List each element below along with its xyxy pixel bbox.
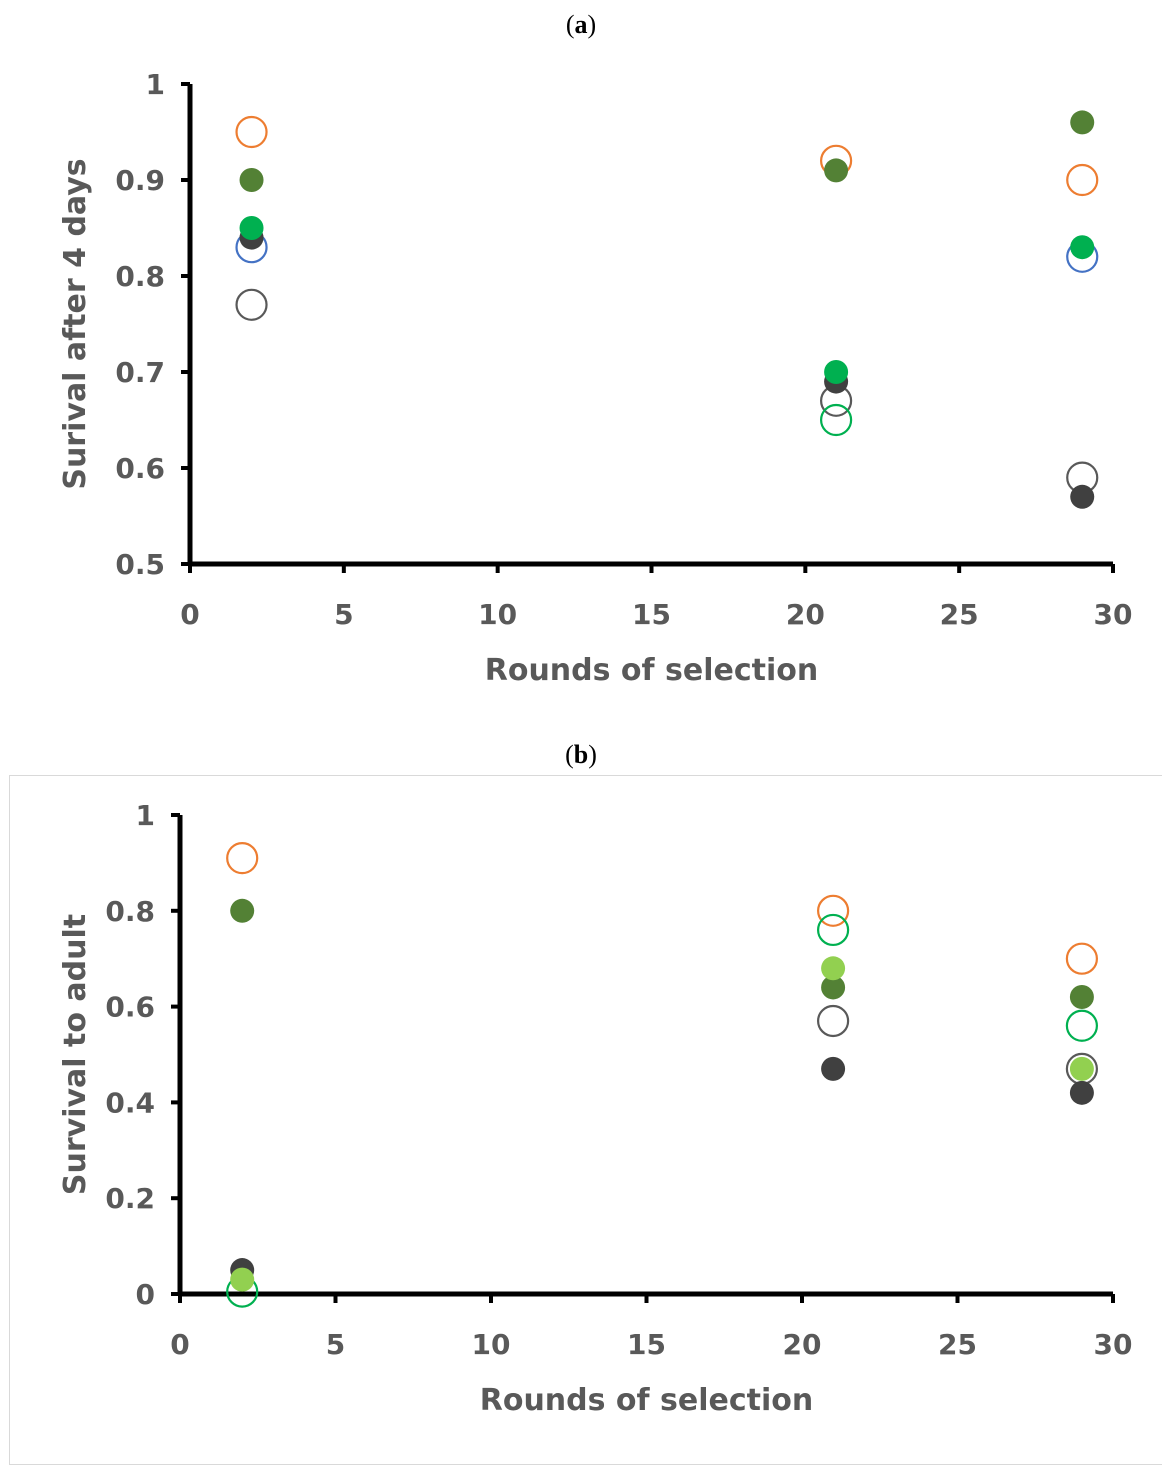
data-point-filled [1069, 1056, 1094, 1081]
data-point-hollow [816, 894, 850, 927]
x-tick-label: 20 [786, 598, 825, 631]
data-point-hollow [226, 842, 259, 875]
y-axis-title: Surival after 4 days [58, 158, 93, 489]
x-tick-label: 15 [627, 1328, 666, 1361]
y-tick-label: 0 [136, 1278, 155, 1311]
x-tick-label: 10 [472, 1328, 511, 1361]
data-point-filled [1070, 110, 1095, 135]
x-tick-label: 0 [170, 1328, 189, 1361]
x-tick-label: 25 [938, 1328, 977, 1361]
data-point-filled [821, 956, 846, 981]
data-point-hollow [1065, 1009, 1099, 1042]
data-point-hollow [819, 403, 853, 437]
y-tick-label: 0.6 [105, 991, 155, 1024]
data-point-filled [1070, 484, 1095, 509]
panel-b-label: (b) [0, 740, 1162, 770]
panel-b-label-open: ( [565, 740, 574, 769]
x-tick-label: 10 [478, 598, 517, 631]
y-tick-label: 0.8 [115, 260, 165, 293]
x-tick-label: 30 [1094, 598, 1133, 631]
data-point-filled [821, 1056, 846, 1081]
data-point-filled [1070, 235, 1095, 260]
panel-a-label-close: ) [587, 10, 597, 39]
data-point-filled [821, 975, 846, 1000]
panel-a-label-open: ( [565, 10, 575, 39]
y-tick-label: 0.5 [115, 548, 165, 581]
y-tick-label: 0.2 [105, 1182, 155, 1215]
y-tick-label: 0.9 [115, 164, 165, 197]
panel-b-label-letter: b [573, 740, 589, 769]
x-tick-label: 30 [1094, 1328, 1133, 1361]
x-tick-label: 15 [632, 598, 671, 631]
x-tick-label: 20 [783, 1328, 822, 1361]
data-point-hollow [1065, 942, 1099, 975]
data-point-filled [824, 360, 849, 384]
y-tick-label: 0.4 [105, 1086, 155, 1119]
x-tick-label: 25 [940, 598, 979, 631]
y-axis-title: Survival to adult [58, 914, 93, 1195]
data-point-filled [824, 158, 849, 183]
x-axis-title: Rounds of selection [485, 653, 819, 688]
data-point-filled [230, 898, 255, 923]
x-tick-label: 0 [180, 598, 199, 631]
data-point-filled [239, 216, 264, 240]
data-point-hollow [235, 288, 268, 321]
x-axis-title: Rounds of selection [480, 1383, 814, 1418]
y-tick-label: 0.8 [105, 895, 155, 928]
panel-b-label-close: ) [588, 740, 597, 769]
data-point-filled [230, 1267, 255, 1292]
x-tick-label: 5 [334, 598, 353, 631]
data-point-hollow [235, 115, 268, 149]
data-point-hollow [816, 1004, 850, 1038]
y-tick-label: 1 [136, 799, 155, 832]
data-point-hollow [816, 913, 850, 947]
y-tick-label: 0.7 [115, 356, 165, 389]
y-tick-label: 1 [146, 68, 165, 101]
data-point-hollow [1066, 163, 1099, 197]
x-tick-label: 5 [326, 1328, 345, 1361]
y-tick-label: 0.6 [115, 452, 165, 485]
data-point-filled [1069, 985, 1094, 1010]
panel-a-label-letter: a [574, 10, 588, 39]
data-point-filled [239, 168, 264, 192]
panel-a-label: (a) [0, 10, 1162, 40]
data-point-filled [1069, 1080, 1094, 1105]
